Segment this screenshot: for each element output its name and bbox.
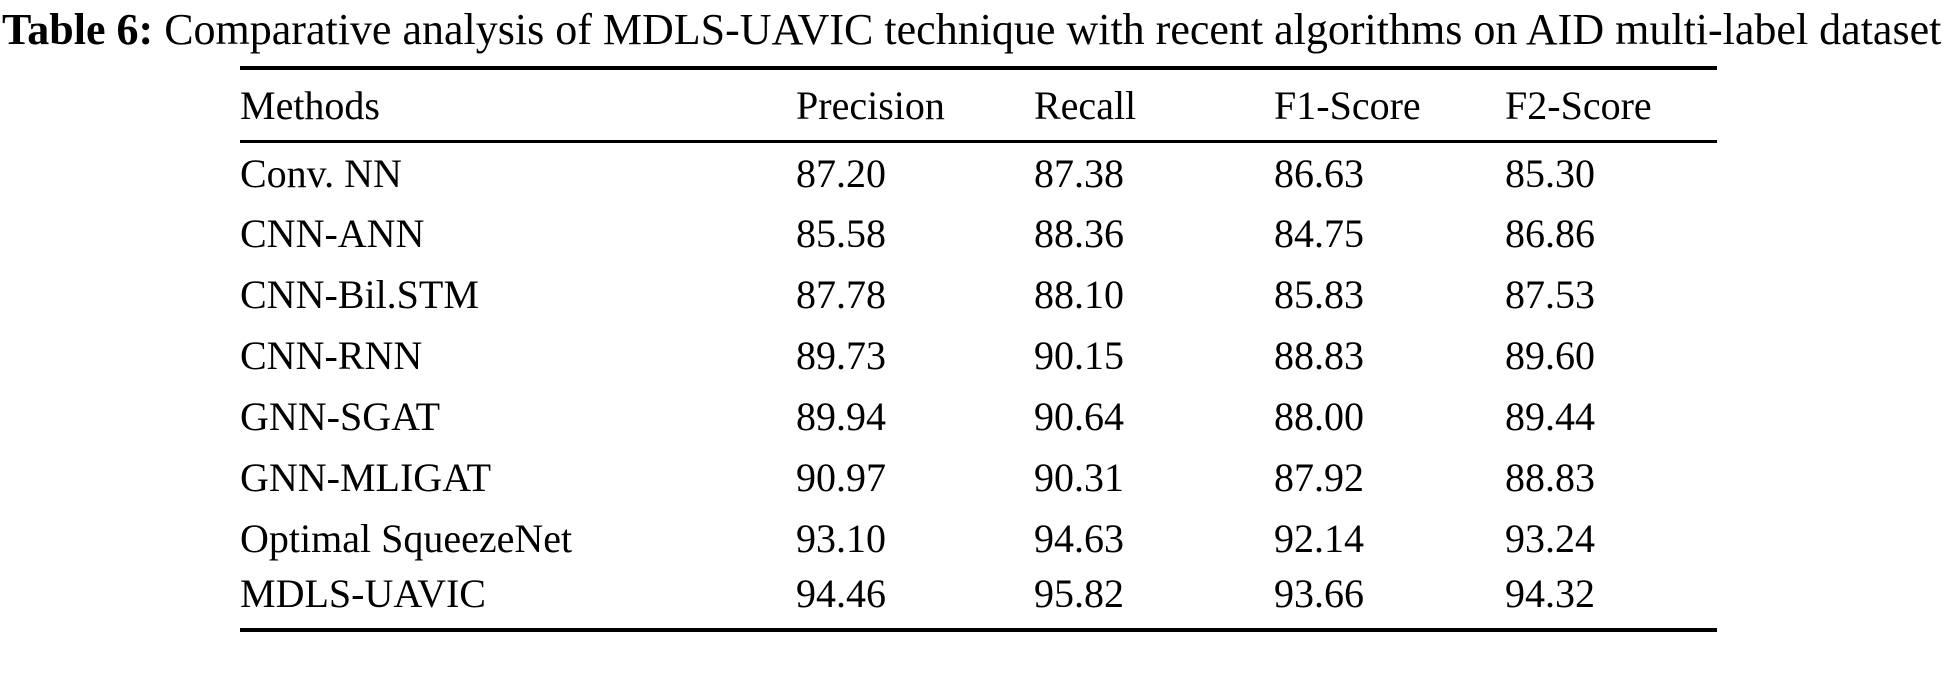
value-cell: 87.92 xyxy=(1274,454,1364,500)
method-cell: CNN-ANN xyxy=(240,210,425,256)
value-cell: 90.97 xyxy=(796,454,886,500)
method-cell: CNN-RNN xyxy=(240,332,423,378)
value-cell: 93.24 xyxy=(1505,515,1595,561)
value-cell: 90.15 xyxy=(1034,332,1124,378)
value-cell: 94.32 xyxy=(1505,570,1595,616)
value-cell: 87.38 xyxy=(1034,150,1124,196)
value-cell: 85.58 xyxy=(796,210,886,256)
value-cell: 89.44 xyxy=(1505,393,1595,439)
value-cell: 85.83 xyxy=(1274,271,1364,317)
value-cell: 92.14 xyxy=(1274,515,1364,561)
table-caption-label: Table 6: xyxy=(2,5,154,54)
value-cell: 84.75 xyxy=(1274,210,1364,256)
method-cell: CNN-Bil.STM xyxy=(240,271,479,317)
table-row: MDLS-UAVIC 94.46 95.82 93.66 94.32 xyxy=(240,569,1717,630)
method-cell: Optimal SqueezeNet xyxy=(240,515,573,561)
results-table-body: Conv. NN 87.20 87.38 86.63 85.30 CNN-ANN 85.58… xyxy=(240,142,1717,630)
value-cell: 89.94 xyxy=(796,393,886,439)
table-row: Conv. NN 87.20 87.38 86.63 85.30 xyxy=(240,142,1717,203)
value-cell: 95.82 xyxy=(1034,570,1124,616)
results-table-header: Methods Precision Recall F1-Score F2-Score xyxy=(240,67,1717,142)
method-cell: GNN-MLIGAT xyxy=(240,454,492,500)
table-row: CNN-RNN 89.73 90.15 88.83 89.60 xyxy=(240,325,1717,386)
value-cell: 88.10 xyxy=(1034,271,1124,317)
value-cell: 90.31 xyxy=(1034,454,1124,500)
table-caption-text: Comparative analysis of MDLS-UAVIC techn… xyxy=(153,5,1942,54)
value-cell: 88.00 xyxy=(1274,393,1364,439)
value-cell: 87.20 xyxy=(796,150,886,196)
table-caption: Table 6: Comparative analysis of MDLS-UA… xyxy=(0,0,1954,56)
value-cell: 89.73 xyxy=(796,332,886,378)
value-cell: 93.10 xyxy=(796,515,886,561)
results-table: Methods Precision Recall F1-Score F2-Score C… xyxy=(240,66,1717,632)
table-row: Optimal SqueezeNet 93.10 94.63 92.14 93.24 xyxy=(240,508,1717,569)
value-cell: 86.63 xyxy=(1274,150,1364,196)
value-cell: 90.64 xyxy=(1034,393,1124,439)
value-cell: 93.66 xyxy=(1274,570,1364,616)
value-cell: 85.30 xyxy=(1505,150,1595,196)
value-cell: 94.46 xyxy=(796,570,886,616)
column-header: Recall xyxy=(1034,82,1137,128)
value-cell: 89.60 xyxy=(1505,332,1595,378)
header-row: Methods Precision Recall F1-Score F2-Score xyxy=(240,67,1717,142)
method-cell: MDLS-UAVIC xyxy=(240,570,486,616)
value-cell: 88.83 xyxy=(1505,454,1595,500)
method-cell: Conv. NN xyxy=(240,150,402,196)
column-header: Precision xyxy=(796,82,945,128)
table-row: GNN-MLIGAT 90.97 90.31 87.92 88.83 xyxy=(240,447,1717,508)
table-row: CNN-Bil.STM 87.78 88.10 85.83 87.53 xyxy=(240,264,1717,325)
column-header: F2-Score xyxy=(1505,82,1652,128)
value-cell: 88.83 xyxy=(1274,332,1364,378)
value-cell: 94.63 xyxy=(1034,515,1124,561)
value-cell: 87.53 xyxy=(1505,271,1595,317)
column-header: Methods xyxy=(240,82,380,128)
table-row: CNN-ANN 85.58 88.36 84.75 86.86 xyxy=(240,203,1717,264)
value-cell: 87.78 xyxy=(796,271,886,317)
column-header: F1-Score xyxy=(1274,82,1421,128)
value-cell: 88.36 xyxy=(1034,210,1124,256)
method-cell: GNN-SGAT xyxy=(240,393,440,439)
value-cell: 86.86 xyxy=(1505,210,1595,256)
table-row: GNN-SGAT 89.94 90.64 88.00 89.44 xyxy=(240,386,1717,447)
